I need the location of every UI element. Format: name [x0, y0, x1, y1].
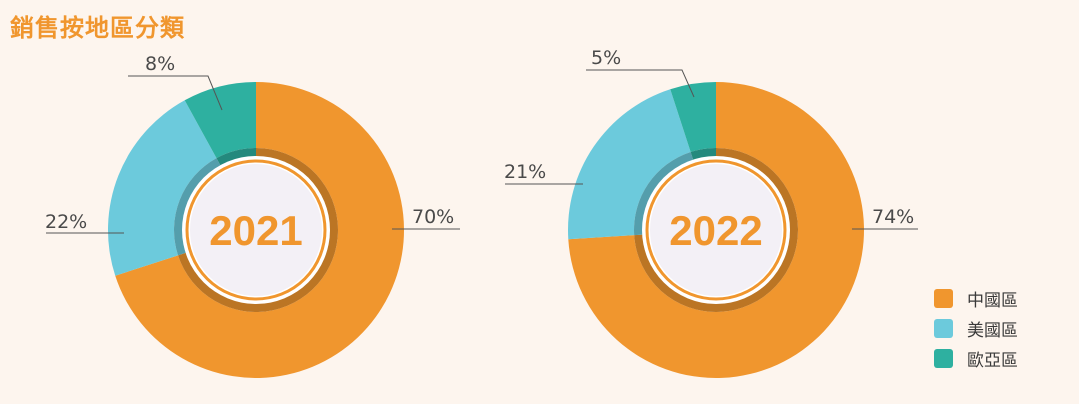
- donut-core: [190, 164, 322, 296]
- donut-segment-europe: [670, 82, 716, 153]
- donut-inner-band-usa: [634, 152, 694, 236]
- data-label-usa: 22%: [45, 211, 87, 233]
- donut-segment-usa: [568, 89, 691, 240]
- chart-title: 銷售按地區分類: [10, 14, 185, 42]
- legend-label-europe: 歐亞區: [967, 350, 1018, 371]
- legend-item-europe: 歐亞區: [934, 343, 1018, 373]
- donut-core-outline: [645, 159, 787, 301]
- legend-swatch-usa: [934, 318, 953, 338]
- data-label-china: 70%: [412, 206, 454, 228]
- donut-segment-usa: [107, 100, 217, 276]
- donut-segment-china: [115, 82, 404, 379]
- legend-swatch-china: [934, 288, 953, 308]
- legend: 中國區 美國區 歐亞區: [934, 283, 1018, 373]
- leader-line-europe: [128, 75, 223, 111]
- data-label-usa: 21%: [504, 161, 546, 183]
- legend-label-china: 中國區: [967, 290, 1018, 311]
- donut-chart-2022: 2022 74% 21% 5%: [504, 47, 918, 378]
- donut-segment-europe: [184, 82, 256, 159]
- donut-inner-band-europe: [216, 148, 256, 167]
- legend-label-usa: 美國區: [967, 320, 1018, 341]
- leader-line-europe: [586, 69, 695, 98]
- donut-core-outline: [185, 159, 327, 301]
- donut-center-year: 2021: [209, 207, 302, 254]
- data-label-china: 74%: [872, 206, 914, 228]
- data-label-europe: 8%: [145, 53, 175, 75]
- donut-segment-china: [568, 82, 865, 378]
- donut-center-year: 2022: [669, 207, 762, 254]
- legend-swatch-europe: [934, 348, 953, 368]
- donut-chart-2021: 2021 70% 22% 8%: [45, 53, 460, 379]
- legend-item-usa: 美國區: [934, 313, 1018, 343]
- donut-core: [650, 164, 782, 296]
- legend-item-china: 中國區: [934, 283, 1018, 313]
- data-label-europe: 5%: [591, 47, 621, 69]
